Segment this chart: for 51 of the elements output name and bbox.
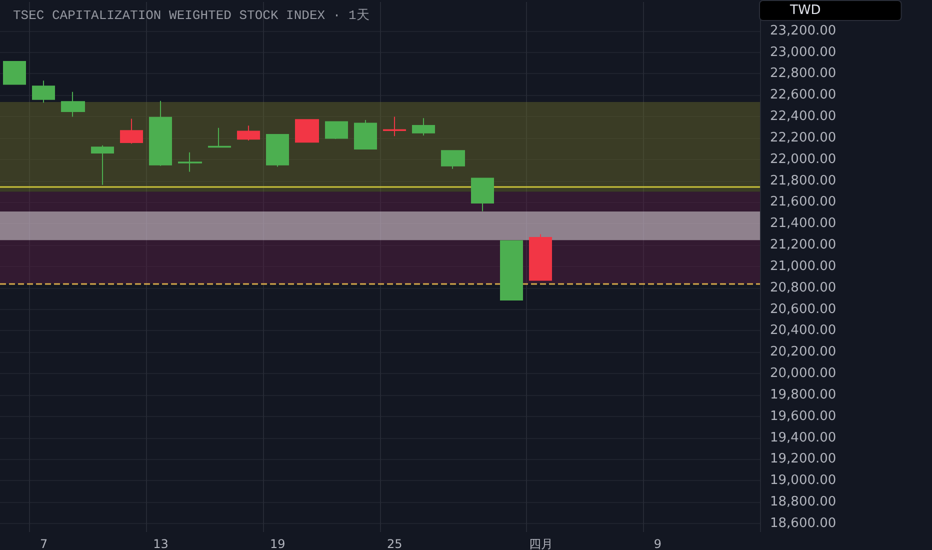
candlestick <box>61 91 85 118</box>
y-tick-label: 19,400.00 <box>770 430 836 446</box>
candlestick <box>354 119 377 150</box>
y-tick-label: 20,400.00 <box>770 323 836 338</box>
y-tick-label: 20,600.00 <box>770 302 836 317</box>
y-tick-label: 19,000.00 <box>770 473 836 488</box>
y-tick-label: 22,400.00 <box>770 109 836 124</box>
x-tick-label: 9 <box>654 537 662 550</box>
candlestick <box>91 144 114 186</box>
y-tick-label: 22,600.00 <box>770 88 836 103</box>
y-tick-label: 21,000.00 <box>770 258 836 274</box>
candlestick <box>120 118 143 144</box>
candlestick <box>237 125 260 141</box>
candlestick <box>412 118 435 136</box>
candlestick <box>383 116 406 137</box>
text: TSEC CAPITALIZATION WEIGHTED STOCK INDEX · 1天 <box>13 8 370 23</box>
candlestick <box>471 178 494 212</box>
candlestick <box>325 121 348 140</box>
y-tick-label: 20,200.00 <box>770 344 836 360</box>
y-tick-label: 23,200.00 <box>770 23 836 38</box>
y-tick-label: 21,400.00 <box>770 216 836 232</box>
y-tick-label: 22,000.00 <box>770 152 836 167</box>
candlestick <box>178 152 202 172</box>
y-tick-label: 21,800.00 <box>770 173 836 188</box>
x-tick-label: 7 <box>40 537 48 550</box>
y-tick-label: 21,200.00 <box>770 238 836 253</box>
candlestick <box>208 127 231 148</box>
y-tick-label: 19,600.00 <box>770 408 836 424</box>
x-tick-label: 四月 <box>528 537 553 550</box>
y-tick-label: 20,000.00 <box>770 366 836 382</box>
y-tick-label: 18,800.00 <box>770 494 836 510</box>
candlestick <box>295 119 319 143</box>
y-tick-label: 22,200.00 <box>770 130 836 146</box>
y-tick-label: 19,200.00 <box>770 452 836 467</box>
x-tick-label: 13 <box>153 537 168 550</box>
y-tick-label: 23,000.00 <box>770 44 836 60</box>
candlestick <box>32 80 55 104</box>
candlestick <box>3 61 26 85</box>
candlestick <box>500 240 523 300</box>
x-tick-label: 25 <box>386 537 402 550</box>
candlestick <box>266 134 289 168</box>
candlestick <box>149 100 172 166</box>
y-tick-label: 20,800.00 <box>770 280 836 296</box>
y-tick-label: 22,800.00 <box>770 66 836 82</box>
y-tick-label: 21,600.00 <box>770 194 836 210</box>
y-tick-label: 18,600.00 <box>770 516 836 531</box>
y-tick-label: 19,800.00 <box>770 387 836 402</box>
x-tick-label: 19 <box>270 537 286 550</box>
candlestick <box>441 150 465 170</box>
y-axis-title: TWD <box>789 3 821 18</box>
candlestick <box>529 234 552 281</box>
